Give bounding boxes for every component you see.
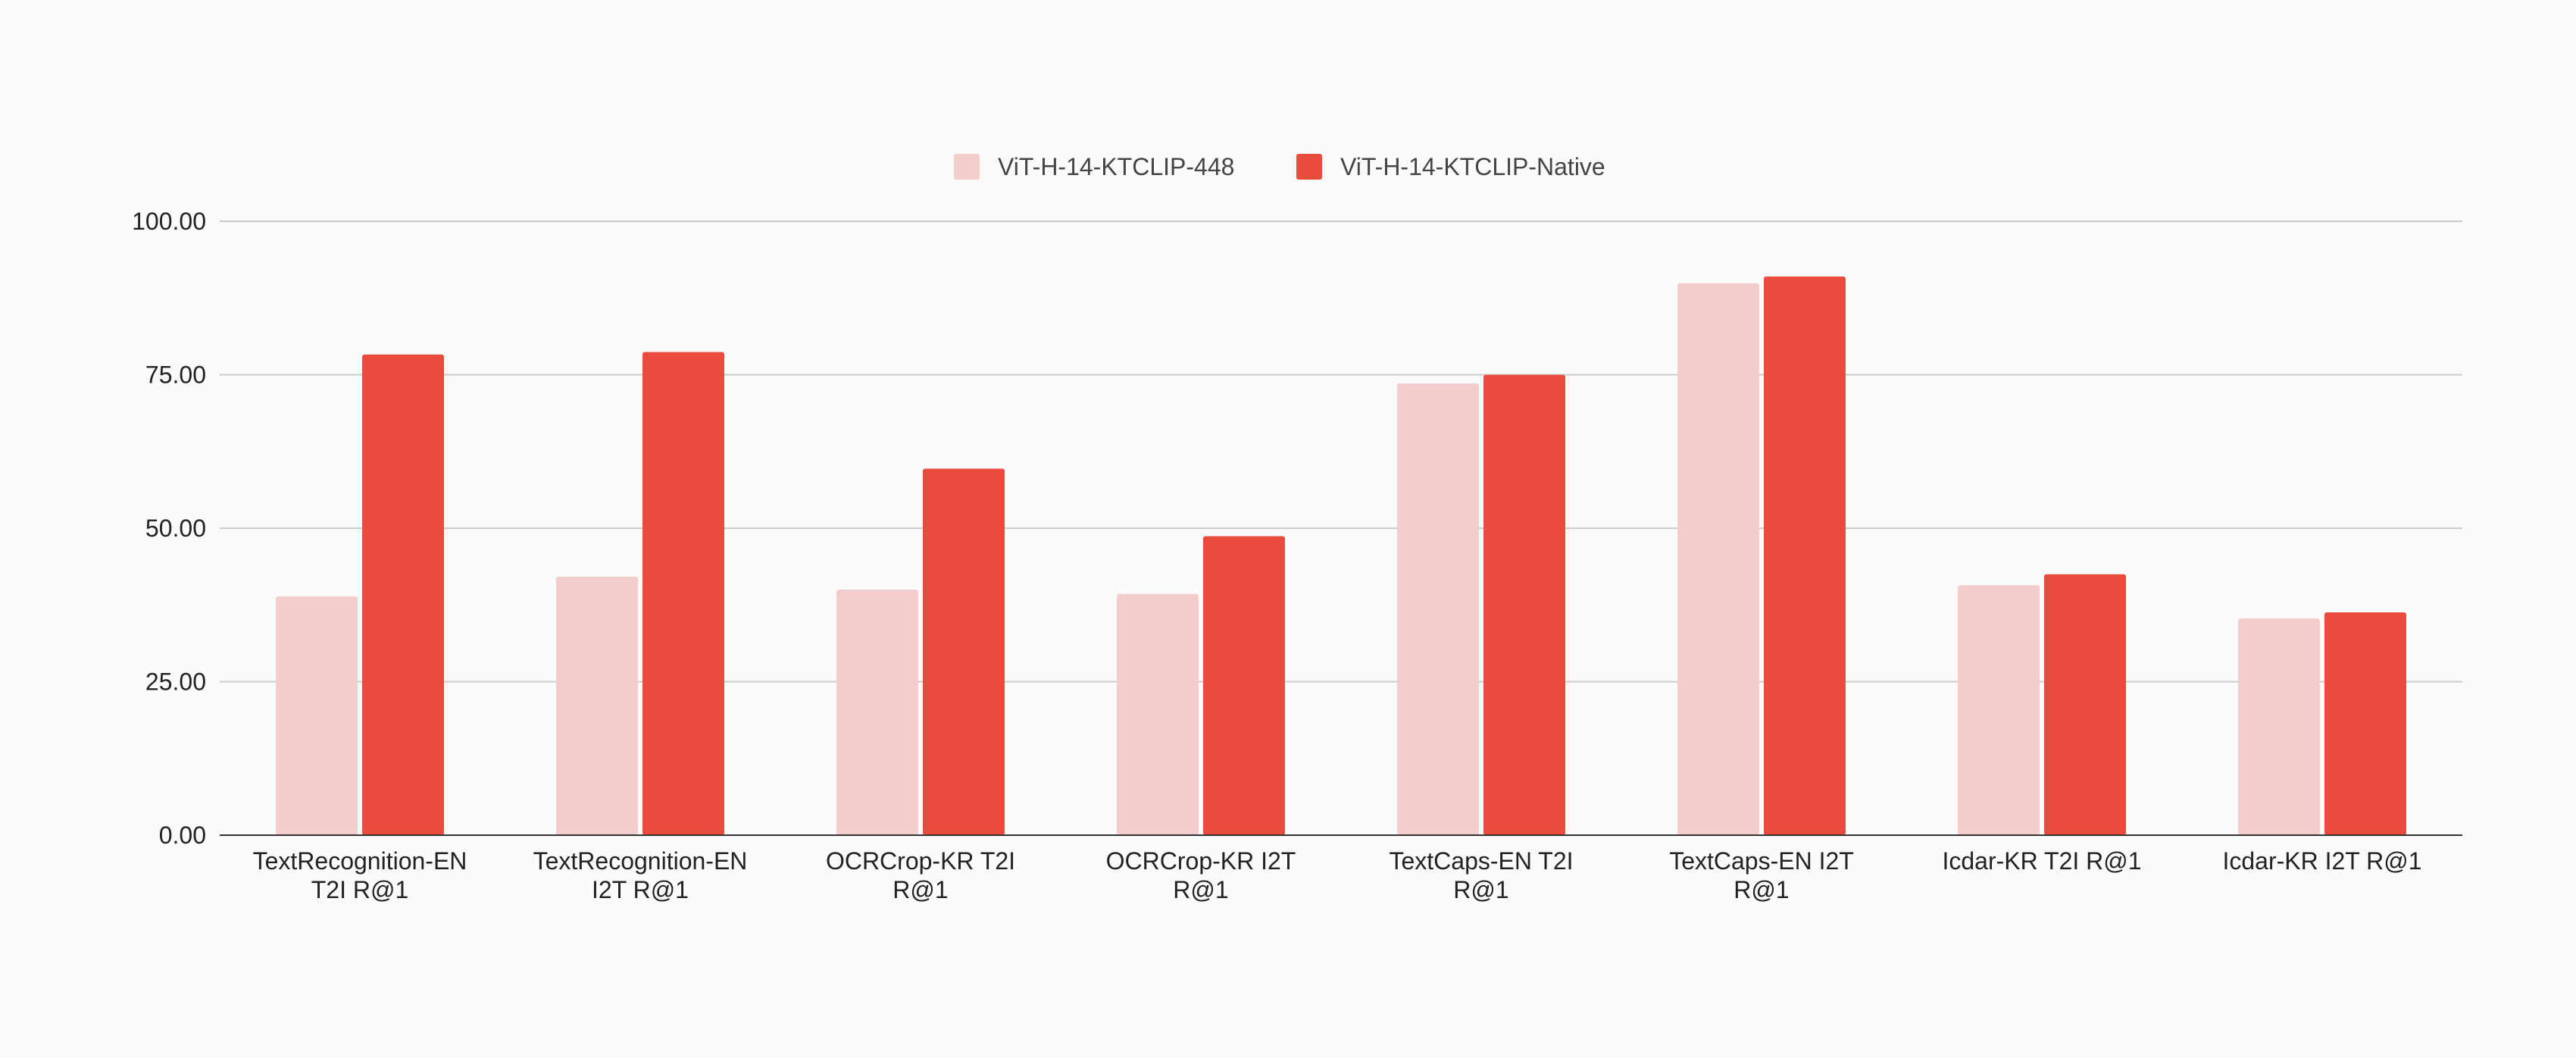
bar-series-1-category-2 bbox=[556, 576, 638, 835]
x-tick-label: Icdar-KR I2T R@1 bbox=[2222, 847, 2421, 875]
x-tick-label: R@1 bbox=[893, 876, 948, 903]
x-tick-label: T2I R@1 bbox=[311, 876, 409, 903]
y-tick-label: 25.00 bbox=[145, 668, 206, 696]
bar-series-2-category-8 bbox=[2324, 612, 2406, 835]
legend-swatch bbox=[954, 154, 980, 180]
bar-series-2-category-5 bbox=[1483, 374, 1565, 835]
x-tick-label: I2T R@1 bbox=[592, 876, 689, 903]
bar-series-2-category-7 bbox=[2044, 574, 2126, 835]
bar-series-2-category-4 bbox=[1203, 536, 1285, 835]
legend: ViT-H-14-KTCLIP-448 ViT-H-14-KTCLIP-Nativ… bbox=[954, 153, 1605, 180]
legend-label: ViT-H-14-KTCLIP-Native bbox=[1340, 153, 1605, 180]
bars bbox=[276, 276, 2406, 836]
bar-series-1-category-4 bbox=[1117, 593, 1199, 835]
bar-series-2-category-6 bbox=[1764, 276, 1846, 835]
legend-label: ViT-H-14-KTCLIP-448 bbox=[998, 153, 1234, 180]
bar-series-1-category-7 bbox=[1958, 585, 2040, 835]
bar-series-2-category-1 bbox=[362, 354, 444, 835]
bar-series-1-category-3 bbox=[836, 590, 918, 835]
bar-series-1-category-5 bbox=[1397, 383, 1479, 836]
x-tick-label: TextRecognition-EN bbox=[253, 847, 467, 875]
y-tick-label: 100.00 bbox=[132, 208, 206, 235]
x-tick-label: Icdar-KR T2I R@1 bbox=[1942, 847, 2141, 875]
bar-series-1-category-8 bbox=[2238, 618, 2320, 835]
bar-series-1-category-6 bbox=[1677, 283, 1759, 835]
x-tick-label: R@1 bbox=[1173, 876, 1228, 903]
bar-series-2-category-3 bbox=[923, 468, 1005, 835]
x-tick-label: TextCaps-EN I2T bbox=[1669, 847, 1854, 875]
y-tick-label: 0.00 bbox=[159, 822, 206, 849]
x-tick-label: TextRecognition-EN bbox=[533, 847, 748, 875]
x-tick-label: R@1 bbox=[1453, 876, 1508, 903]
y-tick-label: 75.00 bbox=[145, 362, 206, 389]
legend-swatch bbox=[1296, 154, 1322, 180]
x-tick-label: R@1 bbox=[1733, 876, 1789, 903]
x-tick-label: OCRCrop-KR I2T bbox=[1106, 847, 1296, 875]
y-axis-ticks: 0.00 25.00 50.00 75.00 100.00 bbox=[132, 208, 206, 849]
x-tick-label: OCRCrop-KR T2I bbox=[826, 847, 1015, 875]
bar-series-2-category-2 bbox=[642, 352, 724, 835]
y-tick-label: 50.00 bbox=[145, 515, 206, 542]
bar-series-1-category-1 bbox=[276, 596, 358, 835]
x-tick-label: TextCaps-EN T2I bbox=[1389, 847, 1573, 875]
